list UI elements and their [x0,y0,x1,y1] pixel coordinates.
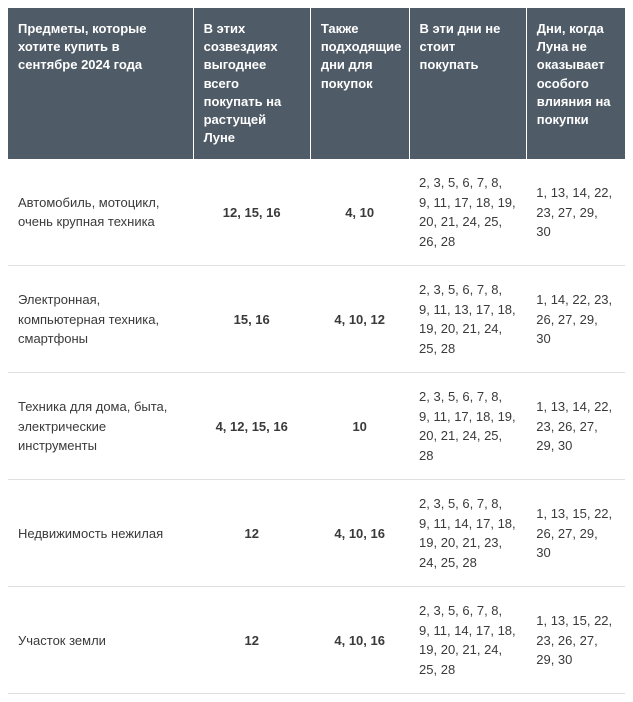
table-row: Недвижимость нежилая 12 4, 10, 16 2, 3, … [8,480,625,587]
cell-item: Электронная, компьютерная техника, смарт… [8,266,193,373]
cell-best: 12 [193,587,310,694]
col-header-avoid: В эти дни не стоит покупать [409,8,526,159]
cell-neutral: 1, 13, 15, 22, 26, 27, 29, 30 [526,480,625,587]
cell-item: Автомобиль, мотоцикл, очень крупная техн… [8,159,193,266]
col-header-items: Предметы, которые хотите купить в сентяб… [8,8,193,159]
cell-avoid: 2, 3, 5, 6, 7, 8, 9, 11, 17, 18, 19, 20,… [409,373,526,480]
col-header-best: В этих созвездиях выгоднее всего покупат… [193,8,310,159]
table-row: Техника для дома, быта, электрические ин… [8,373,625,480]
table-row: Электронная, компьютерная техника, смарт… [8,266,625,373]
cell-item: Недвижимость нежилая [8,480,193,587]
cell-best: 15, 16 [193,266,310,373]
cell-also: 4, 10, 16 [310,480,409,587]
cell-neutral: 1, 13, 15, 22, 23, 26, 27, 29, 30 [526,587,625,694]
cell-best: 12 [193,480,310,587]
table-body: Автомобиль, мотоцикл, очень крупная техн… [8,159,625,694]
table-row: Автомобиль, мотоцикл, очень крупная техн… [8,159,625,266]
cell-avoid: 2, 3, 5, 6, 7, 8, 9, 11, 13, 17, 18, 19,… [409,266,526,373]
cell-also: 4, 10 [310,159,409,266]
cell-item: Участок земли [8,587,193,694]
col-header-neutral: Дни, когда Луна не оказывает особого вли… [526,8,625,159]
cell-also: 4, 10, 16 [310,587,409,694]
cell-best: 4, 12, 15, 16 [193,373,310,480]
table-row: Участок земли 12 4, 10, 16 2, 3, 5, 6, 7… [8,587,625,694]
cell-avoid: 2, 3, 5, 6, 7, 8, 9, 11, 17, 18, 19, 20,… [409,159,526,266]
cell-also: 10 [310,373,409,480]
cell-neutral: 1, 13, 14, 22, 23, 27, 29, 30 [526,159,625,266]
cell-also: 4, 10, 12 [310,266,409,373]
col-header-also: Также подходящие дни для покупок [310,8,409,159]
cell-best: 12, 15, 16 [193,159,310,266]
cell-neutral: 1, 13, 14, 22, 23, 26, 27, 29, 30 [526,373,625,480]
cell-item: Техника для дома, быта, электрические ин… [8,373,193,480]
cell-neutral: 1, 14, 22, 23, 26, 27, 29, 30 [526,266,625,373]
table-header: Предметы, которые хотите купить в сентяб… [8,8,625,159]
cell-avoid: 2, 3, 5, 6, 7, 8, 9, 11, 14, 17, 18, 19,… [409,587,526,694]
purchase-calendar-table: Предметы, которые хотите купить в сентяб… [8,8,625,694]
cell-avoid: 2, 3, 5, 6, 7, 8, 9, 11, 14, 17, 18, 19,… [409,480,526,587]
